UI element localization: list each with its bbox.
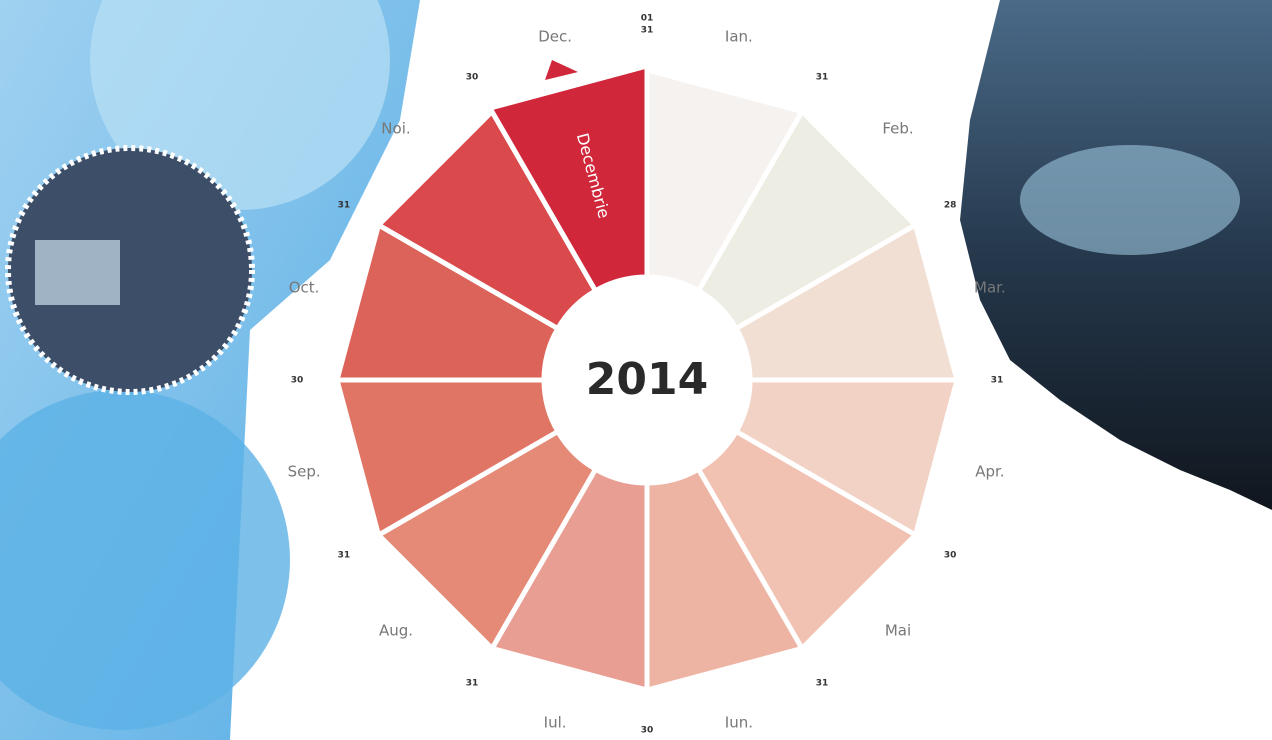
month-label: Dec. [538, 28, 572, 46]
month-label: Feb. [882, 119, 913, 137]
day-count: 31 [816, 72, 829, 82]
photo-screen [35, 240, 120, 305]
month-label: Oct. [289, 279, 320, 297]
center-year: 2014 [586, 354, 708, 405]
month-label: Iul. [544, 713, 567, 731]
month-label: Noi. [381, 119, 410, 137]
month-label: Iun. [725, 713, 753, 731]
month-label: Apr. [975, 462, 1004, 480]
month-label: Aug. [379, 622, 413, 640]
month-label: Mai [885, 622, 911, 640]
day-count: 30 [466, 72, 479, 82]
day-count: 30 [944, 551, 957, 561]
day-count: 30 [291, 376, 304, 386]
day-count: 30 [641, 726, 654, 736]
day-count: 31 [816, 679, 829, 689]
day-count: 31 [338, 551, 351, 561]
month-label: Sep. [288, 462, 321, 480]
start-day: 01 [641, 14, 654, 24]
day-count: 31 [338, 201, 351, 211]
page: 2014 Ian. 31 Feb. 28 Mar. 31 Apr. 30 Mai 31 Iun. 30… [0, 0, 1272, 740]
month-label: Mar. [974, 279, 1006, 297]
day-count: 31 [466, 679, 479, 689]
photo-dome [1020, 145, 1240, 255]
day-count: 31 [991, 376, 1004, 386]
month-label: Ian. [725, 28, 753, 46]
day-count: 28 [944, 201, 957, 211]
day-count: 31 [641, 26, 654, 36]
